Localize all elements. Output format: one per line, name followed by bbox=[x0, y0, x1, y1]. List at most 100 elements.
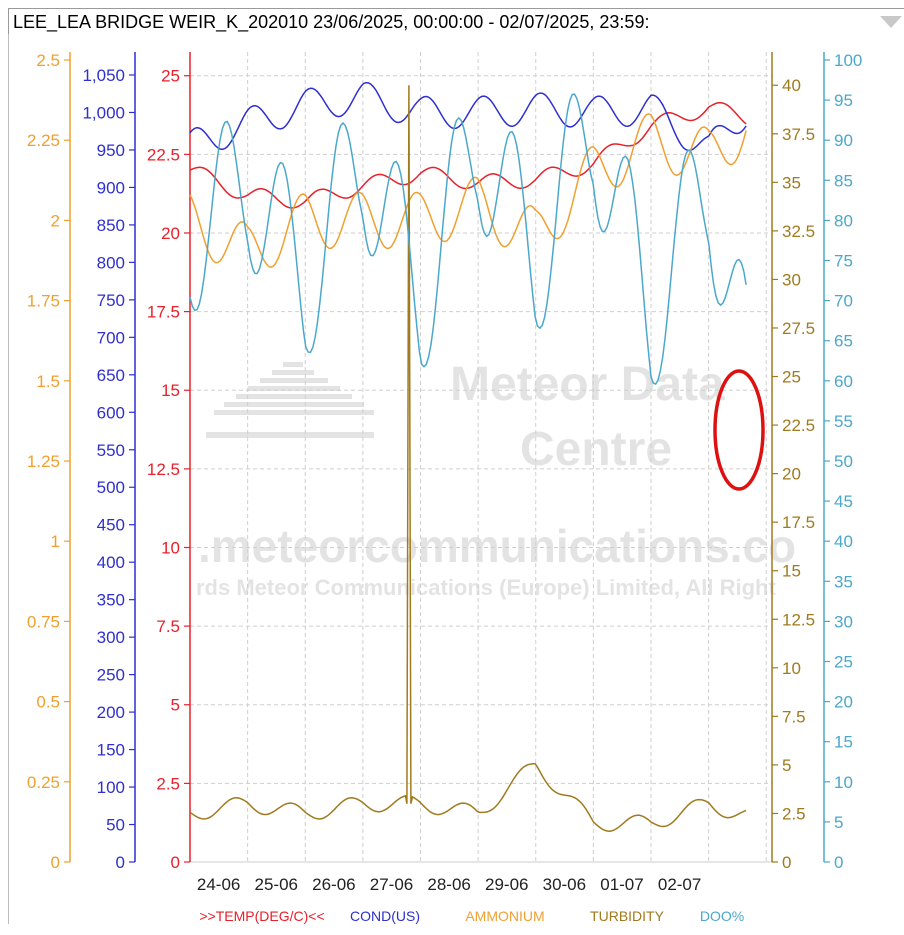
ammonium-tick-label: 0.75 bbox=[27, 612, 60, 631]
doo-tick-label: 15 bbox=[834, 733, 853, 752]
cond-tick-label: 250 bbox=[97, 666, 125, 685]
temp-tick-label: 12.5 bbox=[147, 460, 180, 479]
temp-series-line bbox=[189, 101, 747, 209]
doo-tick-label: 70 bbox=[834, 292, 853, 311]
temp-tick-label: 0 bbox=[171, 853, 180, 872]
legend-item-cond[interactable]: COND(US) bbox=[350, 908, 420, 924]
ammonium-tick-label: 2 bbox=[51, 211, 60, 230]
ammonium-tick-label: 1.25 bbox=[27, 452, 60, 471]
cond-tick-label: 900 bbox=[97, 178, 125, 197]
chevron-down-icon[interactable] bbox=[880, 16, 902, 28]
ammonium-series-line bbox=[189, 113, 747, 269]
doo-tick-label: 45 bbox=[834, 492, 853, 511]
watermark-line-3: .meteorcommunications.co bbox=[198, 520, 796, 572]
temp-tick-label: 5 bbox=[171, 696, 180, 715]
cond-tick-label: 500 bbox=[97, 478, 125, 497]
cond-tick-label: 300 bbox=[97, 628, 125, 647]
cond-tick-label: 700 bbox=[97, 328, 125, 347]
turbidity-tick-label: 32.5 bbox=[782, 222, 815, 241]
temp-tick-label: 20 bbox=[161, 224, 180, 243]
highlight-ellipse bbox=[713, 369, 765, 491]
watermark: Meteor Data Centre .meteorcommunications… bbox=[196, 358, 796, 600]
x-tick-label: 30-06 bbox=[543, 875, 586, 894]
cond-tick-label: 150 bbox=[97, 741, 125, 760]
cond-tick-label: 850 bbox=[97, 216, 125, 235]
cond-tick-label: 550 bbox=[97, 441, 125, 460]
doo-tick-label: 100 bbox=[834, 51, 862, 70]
x-tick-label: 24-06 bbox=[197, 875, 240, 894]
temp-tick-label: 25 bbox=[161, 67, 180, 86]
temp-tick-label: 17.5 bbox=[147, 303, 180, 322]
doo-tick-label: 80 bbox=[834, 211, 853, 230]
temp-tick-label: 22.5 bbox=[147, 145, 180, 164]
turbidity-series-line bbox=[189, 85, 747, 832]
turbidity-tick-label: 25 bbox=[782, 368, 801, 387]
doo-tick-label: 20 bbox=[834, 693, 853, 712]
x-tick-label: 01-07 bbox=[600, 875, 643, 894]
watermark-line-4: rds Meteor Communications (Europe) Limit… bbox=[196, 575, 776, 600]
doo-tick-label: 10 bbox=[834, 773, 853, 792]
turbidity-tick-label: 40 bbox=[782, 76, 801, 95]
cond-tick-label: 350 bbox=[97, 591, 125, 610]
turbidity-tick-label: 12.5 bbox=[782, 610, 815, 629]
doo-tick-label: 90 bbox=[834, 131, 853, 150]
x-tick-label: 28-06 bbox=[427, 875, 470, 894]
ammonium-tick-label: 0.5 bbox=[36, 693, 60, 712]
cond-tick-label: 950 bbox=[97, 141, 125, 160]
frame-border bbox=[8, 34, 9, 924]
cond-tick-label: 100 bbox=[97, 778, 125, 797]
temp-tick-label: 7.5 bbox=[156, 617, 180, 636]
axes: 00.250.50.7511.251.51.7522.252.505010015… bbox=[27, 51, 862, 872]
ammonium-tick-label: 0.25 bbox=[27, 773, 60, 792]
x-axis-ticks: 24-06 25-06 26-06 27-06 28-06 29-06 30-06 01-07… bbox=[197, 875, 701, 894]
turbidity-tick-label: 27.5 bbox=[782, 319, 815, 338]
ammonium-tick-label: 0 bbox=[51, 853, 60, 872]
legend-item-turbidity[interactable]: TURBIDITY bbox=[590, 908, 665, 924]
ammonium-tick-label: 1 bbox=[51, 532, 60, 551]
doo-tick-label: 60 bbox=[834, 372, 853, 391]
watermark-logo bbox=[206, 362, 374, 438]
cond-tick-label: 650 bbox=[97, 366, 125, 385]
turbidity-tick-label: 37.5 bbox=[782, 125, 815, 144]
doo-tick-label: 5 bbox=[834, 813, 843, 832]
turbidity-tick-label: 0 bbox=[782, 853, 791, 872]
doo-tick-label: 30 bbox=[834, 612, 853, 631]
x-tick-label: 29-06 bbox=[485, 875, 528, 894]
title-bar[interactable]: LEE_LEA BRIDGE WEIR_K_202010 23/06/2025,… bbox=[8, 8, 904, 34]
doo-tick-label: 95 bbox=[834, 91, 853, 110]
cond-tick-label: 1,000 bbox=[82, 103, 125, 122]
turbidity-tick-label: 35 bbox=[782, 173, 801, 192]
cond-tick-label: 0 bbox=[116, 853, 125, 872]
legend-item-ammonium[interactable]: AMMONIUM bbox=[465, 908, 544, 924]
doo-tick-label: 55 bbox=[834, 412, 853, 431]
cond-tick-label: 400 bbox=[97, 553, 125, 572]
ammonium-tick-label: 2.5 bbox=[36, 51, 60, 70]
doo-tick-label: 50 bbox=[834, 452, 853, 471]
temp-tick-label: 2.5 bbox=[156, 774, 180, 793]
grid bbox=[190, 52, 772, 863]
doo-tick-label: 85 bbox=[834, 171, 853, 190]
cond-tick-label: 1,050 bbox=[82, 66, 125, 85]
turbidity-tick-label: 17.5 bbox=[782, 513, 815, 532]
watermark-line-1: Meteor Data bbox=[450, 358, 725, 411]
doo-series-line bbox=[189, 93, 747, 386]
turbidity-tick-label: 2.5 bbox=[782, 804, 806, 823]
turbidity-tick-label: 30 bbox=[782, 270, 801, 289]
cond-tick-label: 750 bbox=[97, 291, 125, 310]
x-tick-label: 27-06 bbox=[370, 875, 413, 894]
legend-item-temp[interactable]: >>TEMP(DEG/C)<< bbox=[199, 908, 324, 924]
ammonium-tick-label: 1.5 bbox=[36, 372, 60, 391]
doo-tick-label: 0 bbox=[834, 853, 843, 872]
cond-tick-label: 450 bbox=[97, 516, 125, 535]
doo-tick-label: 25 bbox=[834, 653, 853, 672]
doo-tick-label: 65 bbox=[834, 332, 853, 351]
turbidity-tick-label: 7.5 bbox=[782, 707, 806, 726]
legend: >>TEMP(DEG/C)<< COND(US) AMMONIUM TURBIDITY… bbox=[199, 908, 744, 924]
cond-tick-label: 600 bbox=[97, 403, 125, 422]
cond-tick-label: 800 bbox=[97, 253, 125, 272]
temp-tick-label: 10 bbox=[161, 538, 180, 557]
series-layer bbox=[189, 81, 747, 832]
watermark-line-2: Centre bbox=[520, 423, 672, 476]
legend-item-doo[interactable]: DOO% bbox=[700, 908, 744, 924]
